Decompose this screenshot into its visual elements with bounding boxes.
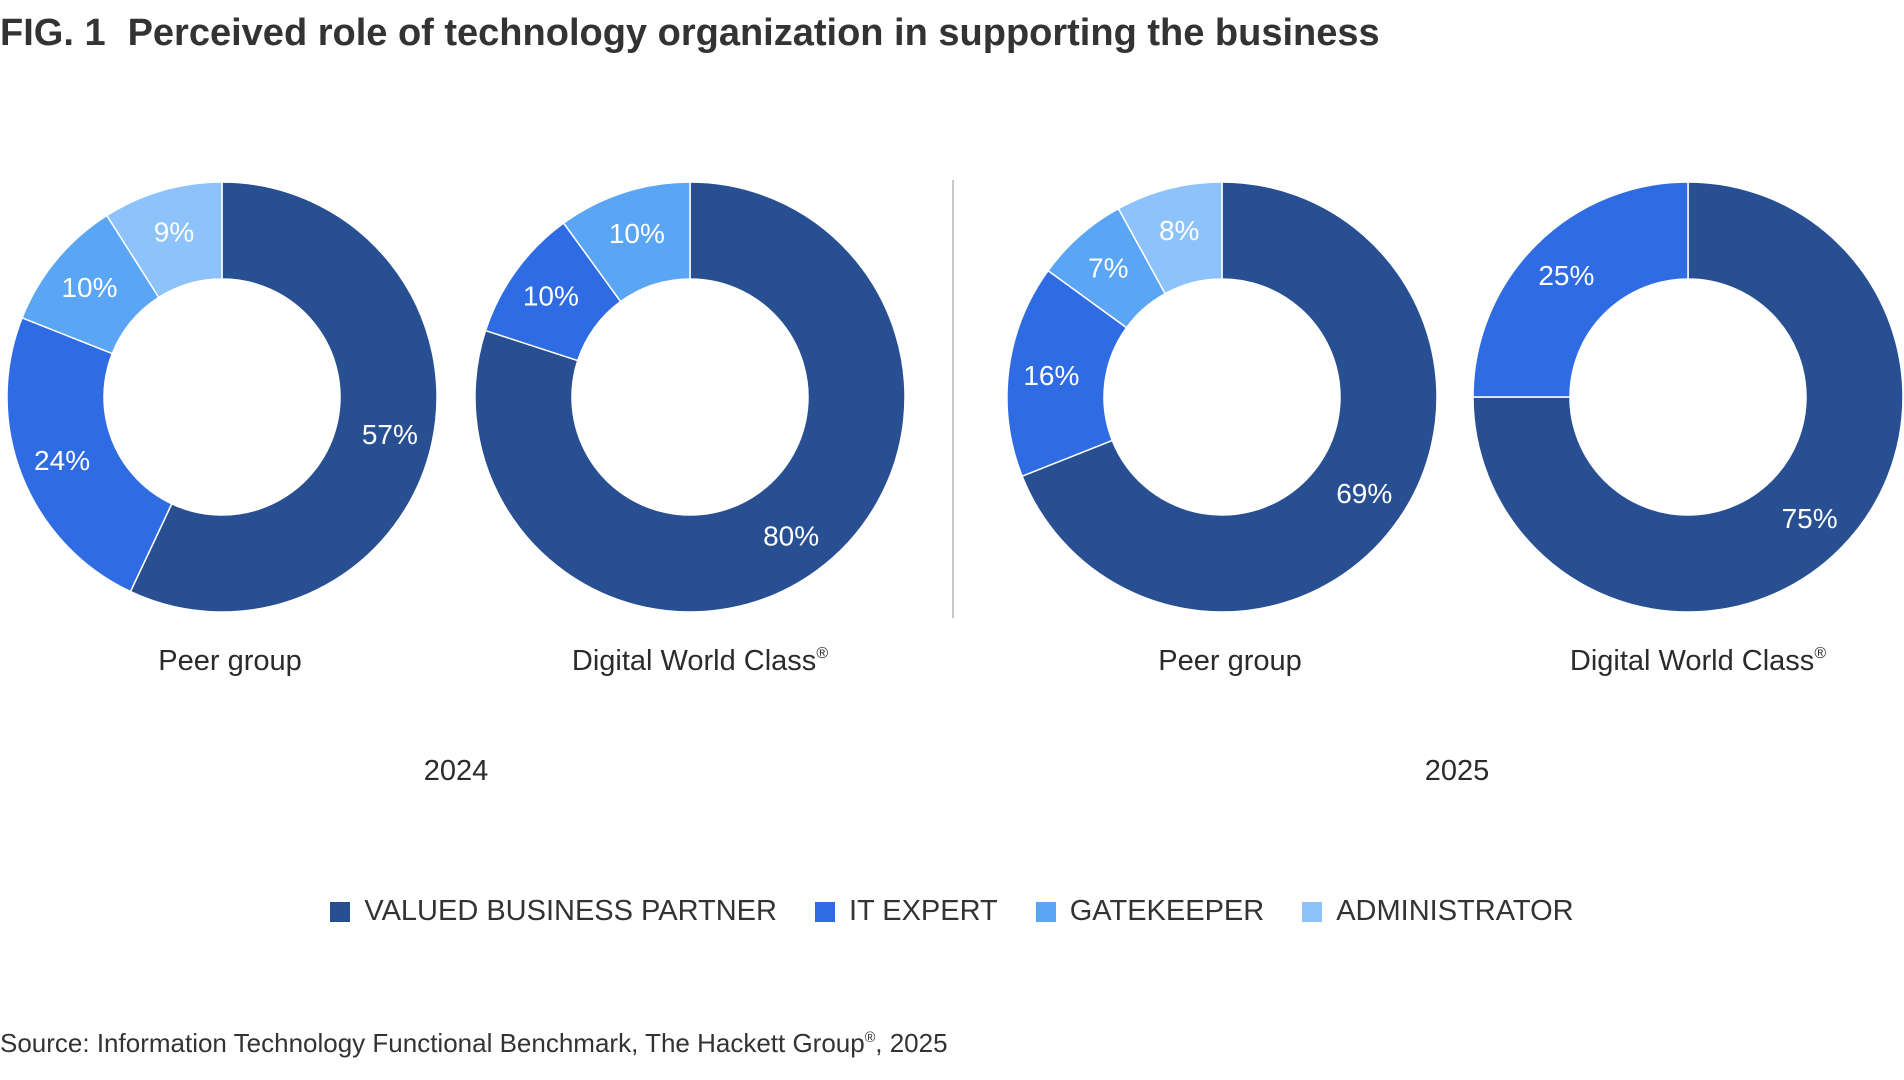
data-label: 69% bbox=[1336, 478, 1392, 509]
slice-administrator bbox=[105, 181, 223, 299]
data-label: 10% bbox=[523, 280, 579, 311]
data-label: 10% bbox=[61, 272, 117, 303]
source-text: Source: Information Technology Functiona… bbox=[0, 1028, 865, 1058]
legend-label: GATEKEEPER bbox=[1069, 895, 1265, 927]
slice-administrator bbox=[1117, 181, 1223, 295]
chart-label: Digital World Class® bbox=[572, 645, 828, 677]
legend-swatch bbox=[1035, 901, 1056, 922]
legend-swatch bbox=[330, 901, 351, 922]
data-label: 80% bbox=[763, 521, 819, 552]
chart-label: Digital World Class® bbox=[1570, 645, 1826, 677]
data-label: 25% bbox=[1538, 260, 1594, 291]
source-registered-mark: ® bbox=[864, 1030, 876, 1046]
legend-swatch bbox=[814, 901, 835, 922]
legend-item-administrator: ADMINISTRATOR bbox=[1302, 895, 1574, 928]
legend-item-gatekeeper: GATEKEEPER bbox=[1035, 895, 1265, 928]
year-label: 2024 bbox=[424, 755, 489, 787]
registered-mark: ® bbox=[816, 645, 828, 662]
chart-label: Peer group bbox=[158, 645, 302, 677]
legend: VALUED BUSINESS PARTNER IT EXPERT GATEKE… bbox=[0, 895, 1904, 928]
legend-label: IT EXPERT bbox=[848, 895, 998, 927]
figure-number: FIG. 1 bbox=[0, 12, 106, 54]
year-label: 2025 bbox=[1425, 755, 1490, 787]
legend-label: ADMINISTRATOR bbox=[1336, 895, 1574, 927]
slice-it-expert bbox=[1472, 181, 1689, 398]
data-label: 57% bbox=[362, 419, 418, 450]
data-label: 75% bbox=[1782, 503, 1838, 534]
legend-swatch bbox=[1302, 901, 1323, 922]
title-text: Perceived role of technology organizatio… bbox=[127, 12, 1380, 54]
data-label: 10% bbox=[609, 218, 665, 249]
slice-valued-business-partner bbox=[129, 181, 438, 613]
data-label: 8% bbox=[1159, 215, 1199, 246]
source-year: , 2025 bbox=[875, 1028, 948, 1058]
legend-label: VALUED BUSINESS PARTNER bbox=[364, 895, 777, 927]
legend-item-it-expert: IT EXPERT bbox=[814, 895, 998, 928]
slice-it-expert bbox=[6, 316, 173, 593]
chart-title: FIG. 1 Perceived role of technology organ… bbox=[0, 12, 1380, 55]
legend-item-valued-business-partner: VALUED BUSINESS PARTNER bbox=[330, 895, 777, 928]
slice-valued-business-partner bbox=[1021, 181, 1438, 613]
slice-gatekeeper bbox=[562, 181, 691, 303]
donut-charts: 57% 24% 10% 9% Peer group 80% 10% 10% Digital Wo… bbox=[6, 180, 1904, 787]
data-label: 7% bbox=[1088, 252, 1128, 283]
source-note: Source: Information Technology Functiona… bbox=[0, 1028, 948, 1059]
registered-mark: ® bbox=[1814, 645, 1826, 662]
chart-label: Peer group bbox=[1158, 645, 1302, 677]
slice-valued-business-partner bbox=[474, 181, 906, 613]
data-label: 24% bbox=[34, 445, 90, 476]
slice-valued-business-partner bbox=[1472, 181, 1904, 613]
data-label: 9% bbox=[154, 216, 194, 247]
data-label: 16% bbox=[1023, 360, 1079, 391]
